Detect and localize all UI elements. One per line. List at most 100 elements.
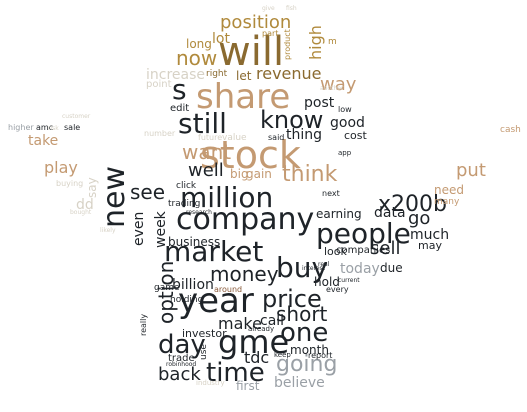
word-let: let	[236, 69, 252, 83]
word-investor: investor	[182, 327, 227, 340]
word-business: business	[168, 235, 221, 249]
word-number: number	[144, 129, 176, 138]
word-point: point	[146, 79, 172, 90]
word-time: time	[206, 358, 265, 388]
word-way: way	[320, 74, 357, 95]
word-x200b: x200b	[378, 192, 447, 217]
word-go: go	[408, 208, 431, 229]
word-short: short	[276, 302, 328, 326]
word-still: still	[178, 107, 227, 140]
word-want: want	[182, 140, 232, 164]
word-make: make	[218, 314, 262, 333]
word-sell: sell	[370, 238, 401, 259]
word-use: use	[199, 344, 209, 360]
word-real: real	[318, 261, 330, 268]
word-game: game	[154, 283, 180, 293]
word-company: company	[176, 202, 315, 237]
word-gme: gme	[218, 323, 290, 361]
word-trading: trading	[168, 199, 201, 209]
word-s: s	[172, 73, 187, 106]
word-value: value	[222, 133, 247, 143]
word-people: people	[316, 217, 411, 250]
word-increase: increase	[146, 67, 206, 83]
word-dd: dd	[76, 197, 94, 213]
word-even: even	[131, 211, 147, 246]
word-already: already	[248, 325, 275, 333]
word-customer: customer	[62, 113, 91, 120]
word-million: million	[180, 181, 274, 214]
word-year: year	[178, 281, 254, 321]
word-due: due	[380, 261, 403, 275]
word-edit: edit	[170, 103, 190, 114]
word-play: play	[44, 158, 78, 177]
word-right: right	[206, 69, 228, 79]
word-research: research	[186, 209, 212, 216]
word-new: new	[97, 165, 132, 228]
word-today: today	[340, 261, 380, 277]
word-first: first	[236, 379, 260, 393]
word-may: may	[418, 239, 442, 252]
word-higher: higher	[8, 123, 34, 132]
word-current: current	[338, 277, 360, 284]
word-day: day	[158, 330, 206, 360]
word-many: many	[434, 197, 460, 207]
word-big: big	[230, 167, 249, 181]
word-said: said	[268, 133, 285, 142]
word-need: need	[434, 183, 464, 197]
word-believe: believe	[274, 375, 325, 391]
word-lot: lot	[212, 31, 230, 47]
word-amc: amc	[36, 123, 54, 132]
word-look: look	[324, 245, 347, 258]
word-low: low	[338, 105, 352, 114]
word-buying: buying	[56, 179, 84, 188]
word-keep: keep	[274, 351, 291, 359]
word-risk: risk	[48, 125, 59, 132]
word-gain: gain	[246, 167, 272, 181]
word-think: think	[282, 162, 338, 187]
word-industry: industry	[196, 379, 225, 387]
word-week: week	[153, 211, 169, 248]
word-report: report	[308, 351, 333, 360]
word-robinhood: robinhood	[166, 361, 197, 368]
word-well: well	[188, 160, 224, 181]
word-every: every	[326, 285, 349, 294]
word-revenue: revenue	[256, 64, 322, 83]
word-cost: cost	[344, 129, 367, 142]
word-share: share	[196, 77, 291, 117]
word-see: see	[130, 180, 166, 204]
word-trade: trade	[168, 353, 195, 364]
word-month: month	[290, 343, 329, 357]
word-put: put	[456, 160, 486, 181]
word-long: long	[186, 37, 212, 51]
word-give: give	[262, 5, 275, 12]
word-now: now	[176, 46, 218, 70]
word-hold: hold	[314, 275, 340, 289]
word-will: will	[218, 29, 285, 75]
word-likely: likely	[100, 227, 116, 234]
word-really: really	[139, 313, 148, 336]
word-take: take	[28, 133, 59, 149]
word-buy: buy	[276, 251, 329, 284]
word-click: click	[176, 181, 197, 191]
word-high: high	[306, 25, 325, 60]
word-another: another	[320, 85, 344, 92]
word-next: next	[322, 189, 340, 198]
word-companies: companies	[336, 245, 391, 256]
word-thing: thing	[286, 127, 323, 143]
word-app: app	[338, 149, 352, 157]
word-price: price	[262, 285, 322, 313]
word-position: position	[220, 12, 292, 33]
word-data: data	[374, 205, 406, 221]
word-interest: interest	[302, 265, 326, 272]
word-know: know	[260, 106, 324, 134]
word-stock: stock	[200, 133, 301, 177]
word-m: m	[328, 37, 337, 47]
word-call: call	[260, 313, 285, 329]
word-cash: cash	[500, 125, 521, 135]
word-fish: fish	[286, 5, 297, 12]
word-earning: earning	[316, 207, 362, 221]
word-tdc: tdc	[244, 348, 270, 367]
word-billion: billion	[172, 277, 214, 293]
word-product: product	[283, 29, 292, 60]
word-part: part	[262, 29, 279, 38]
